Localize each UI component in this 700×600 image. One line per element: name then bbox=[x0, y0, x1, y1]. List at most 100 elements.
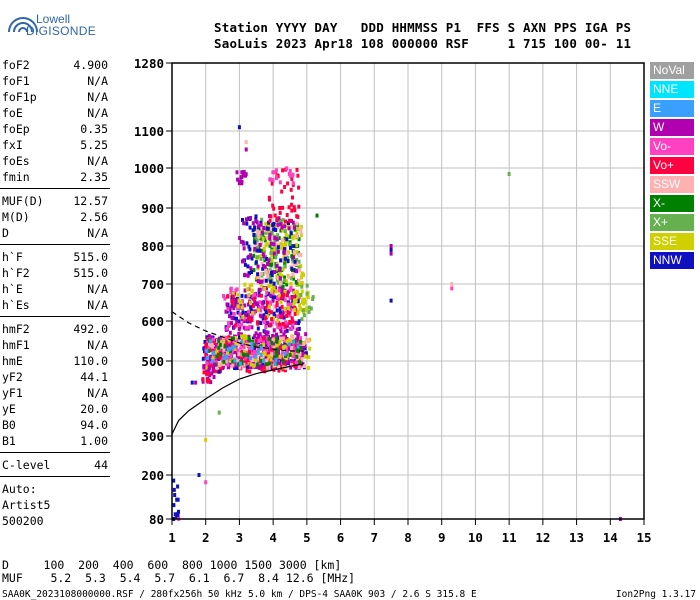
data-point bbox=[245, 318, 249, 323]
data-point bbox=[251, 310, 255, 315]
legend-item-e: E bbox=[650, 100, 694, 117]
data-point bbox=[297, 321, 300, 326]
data-point bbox=[272, 281, 276, 286]
data-point bbox=[249, 355, 252, 360]
data-point bbox=[252, 268, 256, 273]
data-point bbox=[258, 254, 262, 259]
data-point bbox=[262, 226, 266, 230]
data-point bbox=[266, 235, 270, 240]
data-point bbox=[236, 348, 240, 353]
data-point bbox=[260, 365, 264, 370]
data-point bbox=[208, 343, 212, 347]
param-row: hmF1 N/A bbox=[2, 338, 108, 354]
data-point bbox=[290, 254, 294, 259]
x-tick-label: 13 bbox=[569, 530, 584, 545]
data-point bbox=[232, 344, 236, 349]
data-point bbox=[290, 346, 294, 350]
data-point bbox=[281, 217, 285, 222]
data-point bbox=[280, 304, 284, 309]
data-point bbox=[275, 343, 279, 348]
data-point bbox=[234, 366, 238, 371]
data-point bbox=[268, 243, 272, 248]
data-point bbox=[290, 208, 294, 213]
data-point bbox=[283, 185, 287, 189]
legend-item-vo-: Vo- bbox=[650, 138, 694, 155]
data-point bbox=[226, 307, 230, 312]
y-tick-label: 1100 bbox=[134, 124, 164, 139]
data-point bbox=[292, 340, 296, 345]
data-point bbox=[297, 265, 301, 270]
data-point bbox=[278, 276, 282, 281]
data-point bbox=[284, 361, 288, 366]
data-point bbox=[259, 321, 263, 325]
data-point bbox=[292, 298, 296, 303]
data-point bbox=[290, 336, 294, 341]
data-point bbox=[239, 345, 243, 350]
data-point bbox=[252, 253, 256, 258]
data-point bbox=[280, 189, 284, 194]
data-point bbox=[253, 292, 257, 297]
data-point bbox=[295, 243, 298, 248]
data-point bbox=[278, 354, 282, 359]
data-point bbox=[303, 297, 306, 302]
data-point bbox=[269, 251, 273, 255]
data-point bbox=[240, 340, 243, 345]
data-point bbox=[305, 283, 309, 288]
data-point bbox=[277, 368, 281, 373]
data-point bbox=[311, 295, 315, 300]
data-point bbox=[389, 251, 393, 256]
data-point bbox=[450, 282, 454, 286]
data-point bbox=[264, 278, 268, 283]
data-point bbox=[229, 286, 233, 291]
data-point bbox=[237, 343, 241, 347]
data-point bbox=[299, 339, 303, 344]
data-point bbox=[206, 356, 210, 360]
data-point bbox=[306, 295, 310, 300]
data-point bbox=[295, 262, 299, 266]
digisonde-logo-icon bbox=[8, 17, 38, 33]
data-point bbox=[238, 236, 242, 240]
data-point bbox=[270, 253, 274, 258]
data-point bbox=[175, 514, 179, 519]
param-row: foEs N/A bbox=[2, 154, 108, 170]
header-line-1: Station YYYY DAY DDD HHMMSS P1 FFS S AXN… bbox=[214, 20, 632, 35]
data-point bbox=[300, 357, 304, 362]
data-point bbox=[254, 260, 258, 265]
data-point bbox=[295, 354, 299, 359]
data-point bbox=[204, 437, 208, 442]
data-point bbox=[265, 358, 269, 363]
data-point bbox=[315, 213, 319, 218]
data-point bbox=[283, 298, 287, 303]
param-row: h`F 515.0 bbox=[2, 250, 108, 266]
data-point bbox=[233, 323, 237, 328]
data-point bbox=[275, 308, 279, 313]
data-point bbox=[278, 310, 282, 315]
data-point bbox=[254, 214, 258, 219]
data-point bbox=[226, 365, 230, 370]
data-point bbox=[176, 511, 180, 516]
data-point bbox=[271, 291, 275, 296]
data-point bbox=[253, 246, 257, 251]
data-point bbox=[272, 242, 276, 247]
param-row: hmE 110.0 bbox=[2, 354, 108, 370]
data-point bbox=[246, 273, 250, 278]
data-point bbox=[291, 354, 295, 358]
data-point bbox=[262, 359, 265, 363]
data-point bbox=[204, 344, 208, 349]
data-point bbox=[289, 286, 293, 291]
data-point bbox=[256, 326, 260, 331]
x-tick-label: 3 bbox=[236, 530, 244, 545]
data-point bbox=[270, 273, 274, 277]
data-point bbox=[224, 336, 228, 341]
data-point bbox=[279, 346, 282, 351]
data-point bbox=[299, 230, 303, 235]
data-point bbox=[264, 243, 268, 248]
data-point bbox=[285, 356, 289, 361]
data-point bbox=[300, 284, 304, 289]
data-point bbox=[278, 306, 282, 311]
data-point bbox=[202, 370, 206, 375]
data-point bbox=[248, 325, 252, 329]
data-point bbox=[304, 332, 308, 337]
data-point bbox=[265, 286, 268, 291]
param-name: fxI bbox=[2, 138, 23, 152]
